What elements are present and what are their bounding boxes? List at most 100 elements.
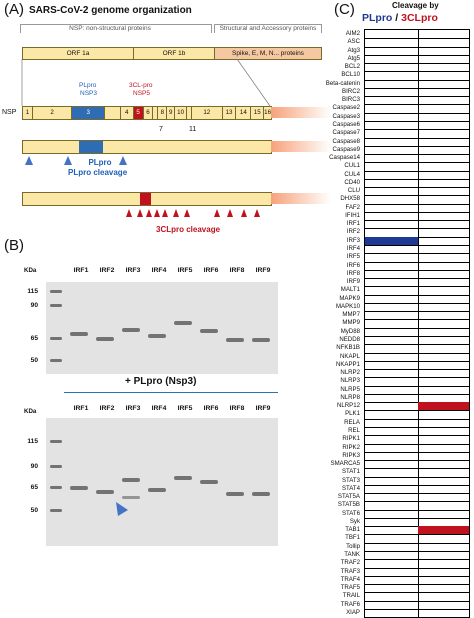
- gene-label: NLRP8: [340, 393, 360, 401]
- grid-row-line: [365, 493, 469, 495]
- grid-row-line: [365, 145, 469, 147]
- gene-label: MyD88: [340, 327, 360, 335]
- treatment-label: + PLpro (Nsp3): [125, 376, 197, 387]
- gene-label: Caspase8: [332, 137, 360, 145]
- grid-row-line: [365, 575, 469, 577]
- grid-row-line: [365, 501, 469, 503]
- nsp-12: 12: [192, 107, 223, 119]
- lane-label: IRF9: [255, 267, 271, 274]
- grid-row-line: [365, 377, 469, 379]
- nsp-gap: [105, 107, 121, 119]
- grid-column-divider: [418, 30, 419, 618]
- grid-row-line: [365, 178, 469, 180]
- marker-band: [50, 337, 62, 340]
- grid-row-line: [365, 286, 469, 288]
- nsp-11: [187, 107, 192, 119]
- grid-row-line: [365, 418, 469, 420]
- clpro-legend: 3CLpro: [401, 12, 438, 24]
- gene-label: RIPK3: [342, 451, 360, 459]
- gene-label: IRF5: [346, 253, 360, 261]
- grid-row-line: [365, 468, 469, 470]
- gene-label: PLK1: [345, 410, 360, 418]
- grid-row-line: [365, 360, 469, 362]
- gene-label: BIRC3: [342, 96, 360, 104]
- clpro-cleavage-label: 3CLpro cleavage: [156, 225, 221, 234]
- grid-row-line: [365, 261, 469, 263]
- nsp-row-label: NSP: [2, 109, 17, 116]
- plpro-site-3: [119, 156, 127, 165]
- clpro-site-4: [154, 209, 160, 217]
- gene-label: Caspase3: [332, 112, 360, 120]
- gene-label: TANK: [344, 551, 360, 558]
- grid-row-line: [365, 600, 469, 602]
- gene-label: NEDD8: [339, 335, 360, 343]
- nsp-15: 15: [251, 107, 265, 119]
- clpro-bar: [22, 192, 272, 206]
- grid-row-line: [365, 517, 469, 519]
- grid-row-line: [365, 211, 469, 213]
- grid-row-line: [365, 393, 469, 395]
- gene-label: NKAPL: [340, 352, 360, 360]
- grid-row-line: [365, 87, 469, 89]
- nsp-1: 1: [23, 107, 33, 119]
- gene-label: IRF3: [346, 236, 360, 244]
- orf1b-block: ORF 1b: [134, 48, 215, 59]
- gene-label: CUL1: [344, 162, 360, 170]
- grid-row-line: [365, 385, 469, 387]
- gene-label: REL: [348, 426, 360, 434]
- grid-row-line: [365, 526, 469, 528]
- irf3-band: [122, 478, 140, 482]
- clpro-site-1: [126, 209, 132, 217]
- nsp-13: 13: [223, 107, 237, 119]
- grid-row-line: [365, 542, 469, 544]
- nsp-7-label: 7: [159, 126, 163, 133]
- lane-label: IRF6: [203, 405, 219, 412]
- mw-50-bottom: 50: [30, 507, 38, 514]
- irf1-band: [70, 332, 88, 336]
- plpro-site-1: [25, 156, 33, 165]
- gene-label: IRF8: [346, 269, 360, 277]
- irf6-band: [200, 329, 218, 333]
- kda-label-bottom: KDa: [24, 408, 37, 415]
- nsp-14: 14: [236, 107, 252, 119]
- grid-row-line: [365, 120, 469, 122]
- irf8-band: [226, 492, 244, 496]
- marker-band: [50, 486, 62, 489]
- grid-row-line: [365, 245, 469, 247]
- clpro-site-8: [214, 209, 220, 217]
- cleavage-grid: [364, 29, 470, 618]
- nsp-2: 2: [33, 107, 73, 119]
- gene-label: IFIH1: [345, 211, 360, 219]
- grid-row-line: [365, 54, 469, 56]
- structural-header: Structural and Accessory proteins: [219, 25, 317, 32]
- nsp-bar-tail: [271, 107, 331, 118]
- gene-label: BIRC2: [342, 87, 360, 95]
- grid-row-line: [365, 63, 469, 65]
- gene-label: STAT3: [341, 476, 360, 484]
- irf4-band: [148, 334, 166, 338]
- gene-label: Beta-catenin: [325, 79, 360, 87]
- nsp-11-label: 11: [189, 126, 197, 133]
- clpro-bar-tail: [271, 193, 331, 204]
- gene-label: NLRP12: [336, 402, 360, 410]
- plpro-bar-tail: [271, 141, 331, 152]
- marker-band: [50, 359, 62, 362]
- gene-label: TRAF5: [340, 584, 360, 592]
- grid-row-line: [365, 96, 469, 98]
- gene-label: STAT4: [341, 484, 360, 492]
- gene-label: Caspase6: [332, 120, 360, 128]
- mw-90-bottom: 90: [30, 463, 38, 470]
- irf4-band: [148, 488, 166, 492]
- grid-row-line: [365, 203, 469, 205]
- orf-bar: ORF 1a ORF 1b Spike, E, M, N... proteins: [22, 47, 322, 60]
- gene-label: RELA: [344, 418, 360, 426]
- lane-label: IRF6: [203, 267, 219, 274]
- lane-label: IRF3: [125, 267, 141, 274]
- gene-label: DHX58: [340, 195, 360, 203]
- nsp-5: 5: [133, 107, 144, 119]
- lane-labels-bottom: IRF1 IRF2 IRF3 IRF4 IRF5 IRF6 IRF8 IRF9: [58, 405, 278, 415]
- marker-band: [50, 304, 62, 307]
- irf3-band: [122, 328, 140, 332]
- grid-row-line: [365, 435, 469, 437]
- gene-label: NFKB1B: [336, 344, 360, 352]
